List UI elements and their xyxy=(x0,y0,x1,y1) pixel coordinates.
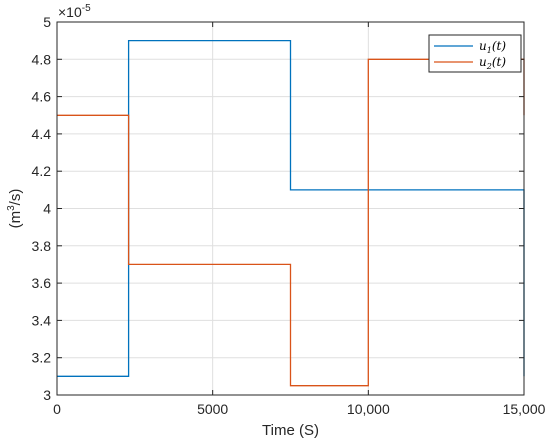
y-tick-labels: 3 3.2 3.4 3.6 3.8 4 4.2 4.4 4.6 4.8 5 xyxy=(32,14,52,403)
tick-marks xyxy=(56,21,525,396)
y-tick-label: 3.4 xyxy=(32,312,52,328)
x-tick-labels: 0 5000 10,000 15,000 xyxy=(53,401,546,417)
x-tick-label: 10,000 xyxy=(347,401,390,417)
y-axis-label-exponent: 3 xyxy=(6,205,17,211)
y-axis-exponent-label: ×10-5 xyxy=(58,3,91,20)
x-axis-label: Time (S) xyxy=(262,422,319,439)
y-axis-label-suffix: /s) xyxy=(7,189,24,206)
legend-u1-sub: 1 xyxy=(487,46,492,55)
y-tick-label: 4.8 xyxy=(32,51,52,67)
y-exponent-base: ×10 xyxy=(58,4,82,20)
y-tick-label: 5 xyxy=(43,14,51,30)
legend-u2-tail: (t) xyxy=(492,55,507,69)
legend-u2-base: u xyxy=(479,55,487,69)
y-tick-label: 4.6 xyxy=(32,89,52,105)
legend: u1(t) u2(t) xyxy=(428,34,522,73)
y-tick-label: 3.2 xyxy=(32,350,52,366)
x-tick-label: 0 xyxy=(53,401,61,417)
legend-entry-u1: u1(t) xyxy=(479,39,506,55)
x-tick-label: 5000 xyxy=(197,401,228,417)
y-tick-label: 4.4 xyxy=(32,126,52,142)
y-axis-label: (m3/s) xyxy=(6,189,24,229)
legend-box xyxy=(428,34,522,73)
y-exponent-power: -5 xyxy=(82,3,91,14)
legend-u1-tail: (t) xyxy=(492,39,507,53)
series-layer xyxy=(57,39,525,387)
legend-u2-sub: 2 xyxy=(486,62,492,71)
y-axis-label-prefix: (m xyxy=(7,211,24,229)
x-tick-label: 15,000 xyxy=(503,401,546,417)
y-tick-label: 3 xyxy=(43,387,51,403)
y-tick-label: 4.2 xyxy=(32,163,52,179)
legend-u1-base: u xyxy=(479,39,487,53)
y-tick-label: 3.8 xyxy=(32,238,52,254)
legend-entry-u2: u2(t) xyxy=(479,55,506,71)
y-tick-label: 4 xyxy=(43,201,51,217)
y-tick-label: 3.6 xyxy=(32,275,52,291)
